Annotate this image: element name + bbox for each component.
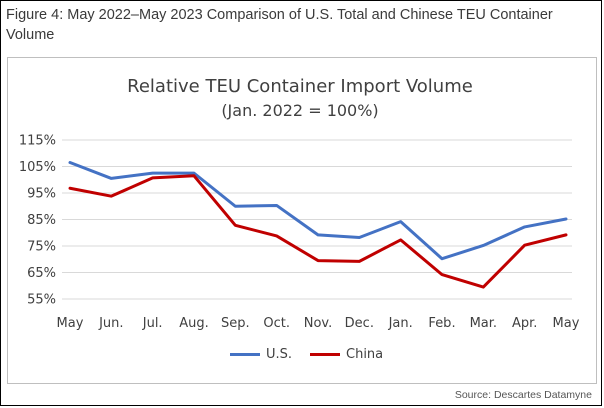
legend: U.S. China	[0, 345, 604, 363]
x-tick-label: Oct.	[263, 316, 290, 331]
x-tick-label: Dec.	[345, 316, 374, 331]
chart-title: Relative TEU Container Import Volume	[127, 76, 473, 97]
source-note: Source: Descartes Datamyne	[454, 389, 592, 401]
y-tick-label: 95%	[27, 187, 56, 202]
legend-item-us: U.S.	[230, 345, 292, 363]
y-tick-label: 75%	[27, 240, 56, 255]
legend-label-china: China	[346, 346, 384, 362]
y-tick-label: 65%	[27, 266, 56, 281]
x-tick-label: May	[57, 316, 84, 331]
series-line-us	[68, 161, 568, 261]
x-tick-label: Aug.	[179, 316, 209, 331]
x-tick-label: Jul.	[142, 316, 163, 331]
y-tick-label: 55%	[27, 293, 56, 308]
y-axis-ticks: 55% 65% 75% 85% 95% 105% 115%	[19, 134, 56, 308]
grid-lines	[62, 139, 572, 300]
figure-caption: Figure 4: May 2022–May 2023 Comparison o…	[6, 7, 553, 43]
x-tick-label: Apr.	[512, 316, 537, 331]
y-tick-label: 85%	[27, 213, 56, 228]
x-tick-label: Sep.	[221, 316, 250, 331]
series-lines	[68, 161, 568, 289]
chart-subtitle: (Jan. 2022 = 100%)	[221, 101, 379, 120]
x-tick-label: May	[553, 316, 580, 331]
x-tick-label: Nov.	[304, 316, 333, 331]
legend-swatch-us	[230, 352, 260, 356]
x-tick-label: Jun.	[98, 316, 123, 331]
chart-area	[7, 57, 597, 384]
x-tick-label: Jan.	[388, 316, 413, 331]
y-tick-label: 115%	[19, 134, 56, 149]
x-axis-ticks: May Jun. Jul. Aug. Sep. Oct. Nov. Dec. Jan. Feb. M…	[57, 316, 580, 331]
legend-item-china: China	[310, 345, 383, 363]
x-tick-label: Feb.	[428, 316, 455, 331]
y-tick-label: 105%	[19, 160, 56, 175]
series-line-china	[68, 174, 568, 289]
legend-label-us: U.S.	[266, 346, 293, 362]
x-tick-label: Mar.	[470, 316, 497, 331]
legend-swatch-china	[310, 352, 340, 356]
